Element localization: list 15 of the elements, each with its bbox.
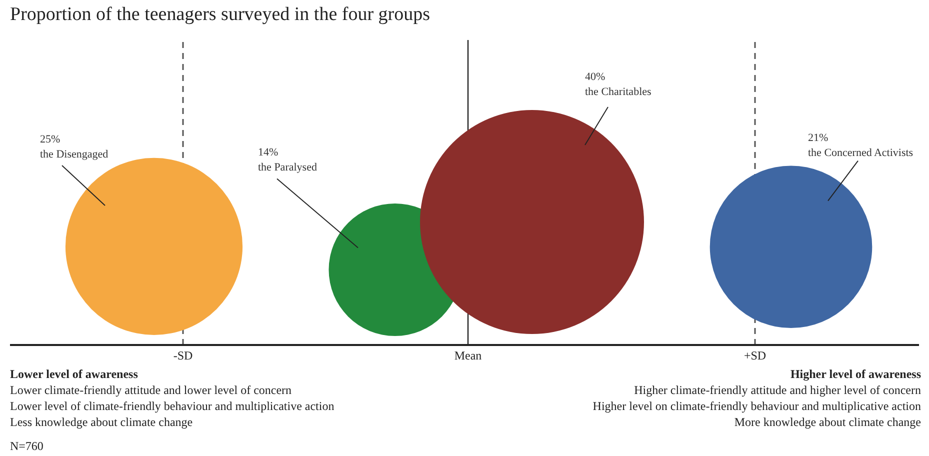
category-label: the Disengaged <box>40 148 109 160</box>
text: +SD <box>744 348 766 363</box>
data-label: 21% <box>808 132 828 144</box>
category-label: the Charitables <box>585 86 652 98</box>
category-label: the Concerned Activists <box>808 146 914 159</box>
data-label: 14% <box>258 146 278 159</box>
text: Proportion of the teenagers surveyed in the four groups <box>10 4 430 26</box>
text: Lower level of awareness Lower climate-friendly attitude and lower level of concern Lower level of climate-friendly behaviour and multiplicative action Less knowledge about climate change <box>10 366 334 430</box>
text: -SD <box>173 348 193 363</box>
text: Higher level of awareness Higher climate-friendly attitude and higher level of concern Higher level on climate-friendly behaviour and multiplicative action More knowledge about climate change <box>592 366 921 430</box>
data-label: 40% <box>585 71 606 83</box>
data-label: 25% <box>40 133 60 146</box>
text: N=760 <box>10 438 44 454</box>
text: Mean <box>454 348 482 363</box>
category-label: the Paralysed <box>258 162 318 174</box>
